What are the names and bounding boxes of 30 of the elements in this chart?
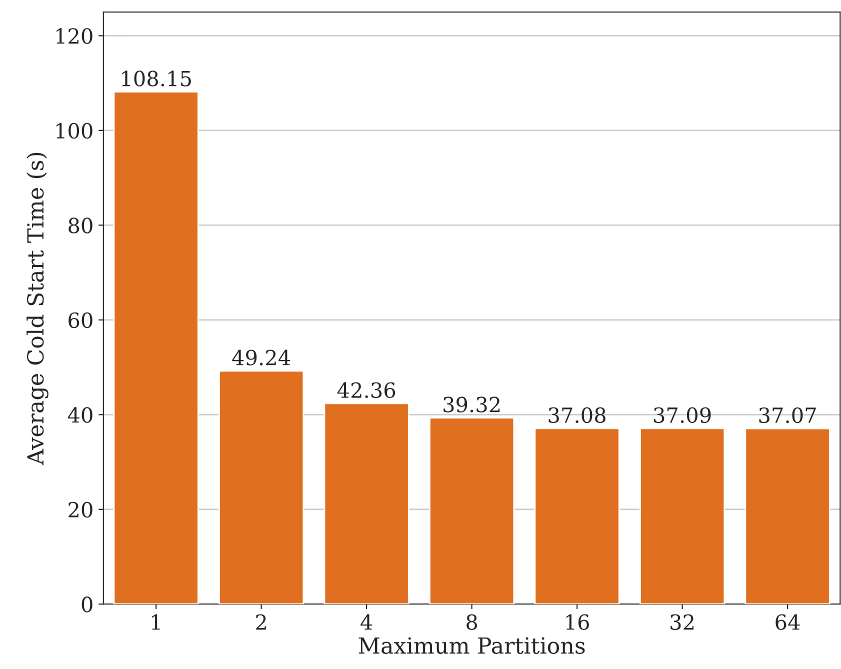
x-tick-label: 16 [566,614,589,630]
x-axis-title: Maximum Partitions [358,637,585,654]
data-label: 108.15 [122,70,191,86]
data-label: 42.36 [337,382,396,398]
bar [534,428,620,604]
bar [324,402,410,604]
x-tick-label: 2 [256,614,266,630]
bar [640,428,726,604]
data-label: 49.24 [232,350,290,366]
y-tick-label: 0 [82,596,92,612]
y-tick-label: 120 [56,28,92,44]
bar [113,91,199,604]
data-label: 37.09 [654,407,711,424]
x-tick-label: 32 [670,614,694,630]
y-tick-label: 100 [56,122,92,139]
bar [744,428,830,604]
y-tick-label: 40 [68,407,92,423]
y-tick-label: 60 [68,312,92,328]
data-label: 37.08 [548,407,606,424]
y-axis-title: Average Cold Start Time (s) [26,152,48,466]
bar [429,417,515,604]
y-tick-label: 80 [68,218,92,234]
y-tick-label: 20 [68,502,92,518]
data-label: 39.32 [444,396,500,412]
x-tick-label: 4 [360,614,372,630]
x-tick-label: 1 [152,614,160,630]
data-label: 37.07 [759,407,816,424]
x-tick-label: 64 [776,614,800,630]
bar [218,370,304,604]
x-tick-label: 8 [466,614,478,630]
